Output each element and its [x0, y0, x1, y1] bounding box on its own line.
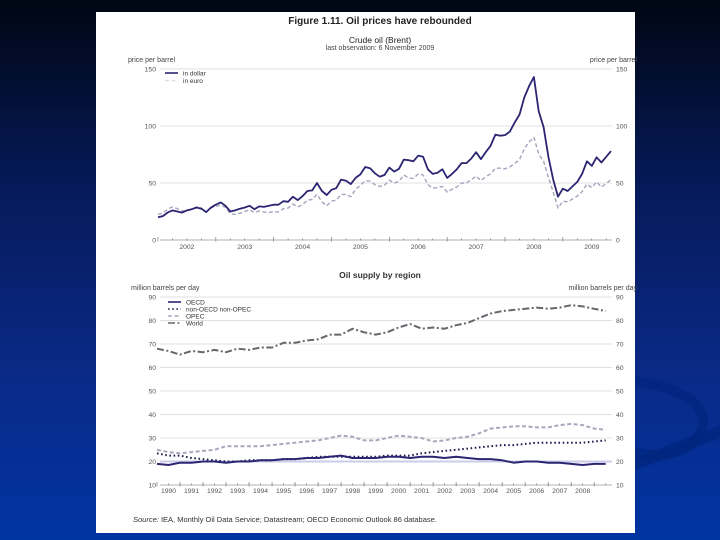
x-tick-label: 2009 [584, 244, 599, 251]
x-tick-label: 2006 [529, 488, 544, 495]
series-line-in-euro [157, 136, 612, 215]
legend-label: World [186, 320, 203, 327]
source-label: Source: [133, 515, 159, 524]
y-tick-label-right: 20 [616, 459, 624, 466]
y-tick-label-left: 10 [148, 482, 156, 489]
series-line-in-dollar [157, 76, 612, 219]
y-tick-label-right: 100 [616, 123, 628, 130]
background-swoosh [630, 425, 720, 472]
source-text: IEA, Monthly Oil Data Service; Datastrea… [159, 515, 437, 524]
x-tick-label: 1995 [276, 488, 291, 495]
legend-label: OECD [186, 299, 205, 306]
y-tick-label-left: 70 [148, 341, 156, 348]
y-tick-label-left: 40 [148, 412, 156, 419]
y-axis-label-left: price per barrel [128, 57, 176, 64]
series-line-opec [156, 422, 606, 455]
x-tick-label: 1992 [207, 488, 222, 495]
legend-label: OPEC [186, 313, 205, 320]
y-tick-label-left: 80 [148, 318, 156, 325]
x-tick-label: 1991 [184, 488, 199, 495]
legend-item-in-euro: in euro [165, 78, 203, 85]
series-line-oecd [156, 454, 606, 466]
y-tick-label-right: 0 [616, 237, 620, 244]
x-tick-label: 2003 [460, 488, 475, 495]
x-tick-label: 2002 [179, 244, 194, 251]
price-chart: Crude oil (Brent) last observation: 6 No… [128, 35, 637, 251]
x-tick-label: 1999 [368, 488, 383, 495]
legend-item-opec: OPEC [168, 313, 205, 320]
y-tick-label-right: 50 [616, 388, 624, 395]
price-plot-area: 0 0 50 50 100 100 150 150 2002 2003 2004 2005 2006 20… [145, 66, 628, 251]
source-note: Source: IEA, Monthly Oil Data Service; D… [133, 515, 437, 524]
chart-subtitle: last observation: 6 November 2009 [326, 45, 435, 52]
x-tick-label: 2003 [237, 244, 252, 251]
legend-item-world: World [168, 320, 203, 327]
legend-label: in euro [183, 78, 203, 85]
y-tick-label-right: 50 [616, 180, 624, 187]
y-tick-label-right: 80 [616, 318, 624, 325]
x-tick-label: 2008 [526, 244, 541, 251]
x-tick-label: 2007 [552, 488, 567, 495]
y-axis-label-right: million barrels per day [569, 285, 638, 292]
y-tick-label-right: 60 [616, 365, 624, 372]
legend-label: non-OECD non-OPEC [186, 306, 251, 313]
legend-item-oecd: OECD [168, 299, 205, 306]
chart-title: Oil supply by region [339, 270, 421, 280]
y-tick-label-right: 30 [616, 435, 624, 442]
y-tick-label-right: 40 [616, 412, 624, 419]
legend-item-in-dollar: in dollar [165, 70, 207, 77]
y-axis-label-right: price per barrel [590, 57, 638, 64]
x-tick-label: 1998 [345, 488, 360, 495]
y-tick-label-right: 10 [616, 482, 624, 489]
x-tick-label: 2008 [575, 488, 590, 495]
y-tick-label-left: 90 [148, 294, 156, 301]
supply-chart: Oil supply by region million barrels per… [131, 270, 637, 495]
x-tick-label: 2000 [391, 488, 406, 495]
x-tick-label: 1993 [230, 488, 245, 495]
y-tick-label-right: 70 [616, 341, 624, 348]
y-tick-label-left: 20 [148, 459, 156, 466]
chart-title: Crude oil (Brent) [349, 35, 412, 45]
y-tick-label-left: 100 [145, 123, 157, 130]
y-tick-label-left: 30 [148, 435, 156, 442]
y-tick-label-right: 90 [616, 294, 624, 301]
legend-label: in dollar [183, 70, 207, 77]
y-tick-label-left: 0 [152, 237, 156, 244]
y-tick-label-left: 50 [148, 180, 156, 187]
x-tick-label: 2005 [353, 244, 368, 251]
y-axis-label-left: million barrels per day [131, 285, 200, 292]
y-tick-label-left: 60 [148, 365, 156, 372]
x-tick-label: 1990 [161, 488, 176, 495]
x-tick-label: 2004 [483, 488, 498, 495]
x-tick-label: 2007 [469, 244, 484, 251]
supply-plot-area: 10 10 20 20 30 30 40 40 50 50 60 60 70 70 80 80 90 90 1990… [148, 294, 623, 495]
y-tick-label-right: 150 [616, 66, 628, 73]
x-tick-label: 2005 [506, 488, 521, 495]
figure-panel [96, 12, 635, 533]
x-tick-label: 2004 [295, 244, 310, 251]
y-tick-label-left: 50 [148, 388, 156, 395]
legend-item-non-oecd-non-opec: non-OECD non-OPEC [168, 306, 251, 313]
figure-title: Figure 1.11. Oil prices have rebounded [288, 16, 471, 27]
series-line-world [156, 304, 606, 356]
x-tick-label: 2006 [411, 244, 426, 251]
x-tick-label: 1997 [322, 488, 337, 495]
x-tick-label: 1994 [253, 488, 268, 495]
x-tick-label: 1996 [299, 488, 314, 495]
x-tick-label: 2002 [437, 488, 452, 495]
y-tick-label-left: 150 [145, 66, 157, 73]
x-tick-label: 2001 [414, 488, 429, 495]
